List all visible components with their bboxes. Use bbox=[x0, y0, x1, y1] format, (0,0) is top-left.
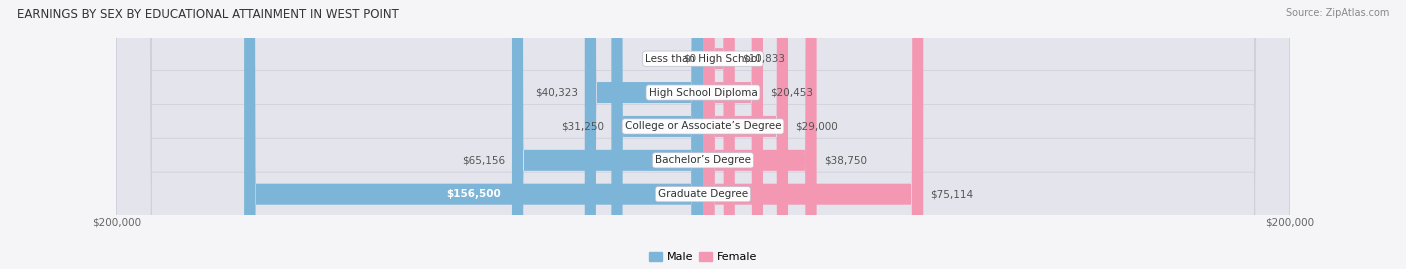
Text: High School Diploma: High School Diploma bbox=[648, 87, 758, 98]
Text: Graduate Degree: Graduate Degree bbox=[658, 189, 748, 199]
FancyBboxPatch shape bbox=[245, 0, 703, 269]
FancyBboxPatch shape bbox=[585, 0, 703, 269]
Text: EARNINGS BY SEX BY EDUCATIONAL ATTAINMENT IN WEST POINT: EARNINGS BY SEX BY EDUCATIONAL ATTAINMEN… bbox=[17, 8, 399, 21]
Text: $156,500: $156,500 bbox=[446, 189, 501, 199]
Text: $0: $0 bbox=[683, 54, 696, 64]
Text: $31,250: $31,250 bbox=[561, 121, 605, 132]
Text: $29,000: $29,000 bbox=[794, 121, 838, 132]
FancyBboxPatch shape bbox=[117, 0, 1289, 269]
Text: College or Associate’s Degree: College or Associate’s Degree bbox=[624, 121, 782, 132]
Text: $10,833: $10,833 bbox=[742, 54, 785, 64]
FancyBboxPatch shape bbox=[703, 0, 787, 269]
Text: Bachelor’s Degree: Bachelor’s Degree bbox=[655, 155, 751, 165]
FancyBboxPatch shape bbox=[512, 0, 703, 269]
Text: $75,114: $75,114 bbox=[931, 189, 973, 199]
Text: $40,323: $40,323 bbox=[534, 87, 578, 98]
FancyBboxPatch shape bbox=[117, 0, 1289, 269]
Legend: Male, Female: Male, Female bbox=[644, 247, 762, 267]
FancyBboxPatch shape bbox=[117, 0, 1289, 269]
FancyBboxPatch shape bbox=[117, 0, 1289, 269]
Text: Less than High School: Less than High School bbox=[645, 54, 761, 64]
FancyBboxPatch shape bbox=[703, 0, 817, 269]
FancyBboxPatch shape bbox=[612, 0, 703, 269]
FancyBboxPatch shape bbox=[703, 0, 924, 269]
Text: $65,156: $65,156 bbox=[461, 155, 505, 165]
FancyBboxPatch shape bbox=[703, 0, 735, 269]
Text: Source: ZipAtlas.com: Source: ZipAtlas.com bbox=[1285, 8, 1389, 18]
FancyBboxPatch shape bbox=[117, 0, 1289, 269]
FancyBboxPatch shape bbox=[703, 0, 763, 269]
Text: $20,453: $20,453 bbox=[770, 87, 813, 98]
Text: $38,750: $38,750 bbox=[824, 155, 866, 165]
